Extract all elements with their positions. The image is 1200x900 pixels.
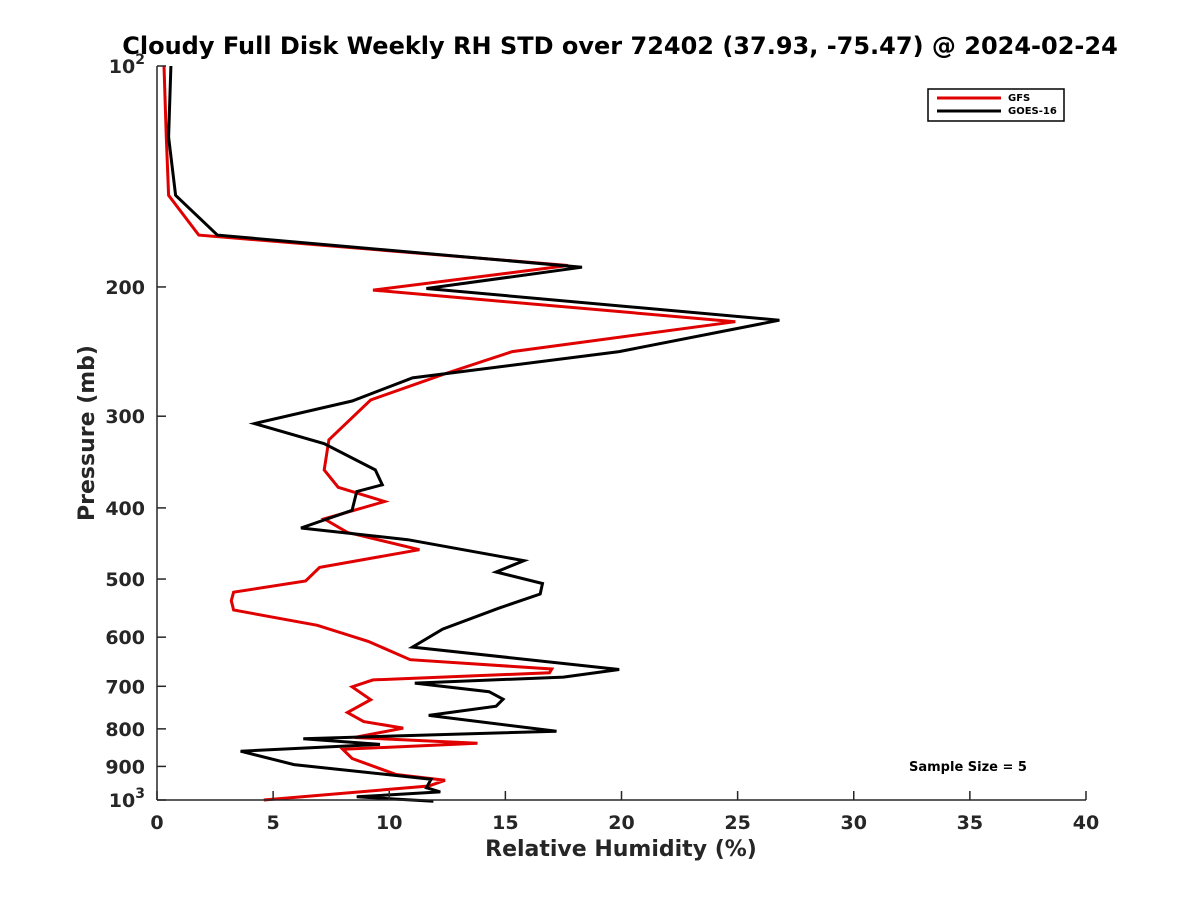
sample-size-annotation: Sample Size = 5	[909, 760, 1027, 775]
x-tick-label: 35	[957, 812, 983, 834]
legend-label-gfs: GFS	[1008, 93, 1030, 104]
y-tick-label: 300	[105, 406, 145, 428]
legend-box	[927, 88, 1065, 122]
chart-title: Cloudy Full Disk Weekly RH STD over 7240…	[122, 32, 1118, 60]
x-axis-label: Relative Humidity (%)	[485, 837, 757, 862]
x-tick-label: 30	[841, 812, 867, 834]
y-axis-label: Pressure (mb)	[75, 345, 100, 521]
y-tick-label: 400	[105, 498, 145, 520]
x-tick-label: 5	[267, 812, 280, 834]
y-tick-label: 600	[105, 627, 145, 649]
y-tick-label: 900	[105, 756, 145, 778]
x-tick-label: 20	[608, 812, 634, 834]
y-tick-label: 200	[105, 277, 145, 299]
x-tick-label: 10	[376, 812, 402, 834]
data-lines	[162, 65, 780, 803]
y-tick-label: 800	[105, 719, 145, 741]
series-line-goes-16	[167, 65, 780, 803]
y-tick-label: 700	[105, 676, 145, 698]
x-tick-label: 15	[492, 812, 518, 834]
x-ticks: 0 5 10 15 20 25 30 35 40	[150, 791, 1099, 834]
x-tick-label: 40	[1073, 812, 1099, 834]
series-line-gfs	[162, 65, 736, 802]
legend: GFS GOES-16	[927, 88, 1065, 122]
legend-label-goes-16: GOES-16	[1008, 106, 1057, 117]
y-tick-label: 500	[105, 569, 145, 591]
x-tick-label: 0	[150, 812, 163, 834]
x-tick-label: 25	[724, 812, 750, 834]
